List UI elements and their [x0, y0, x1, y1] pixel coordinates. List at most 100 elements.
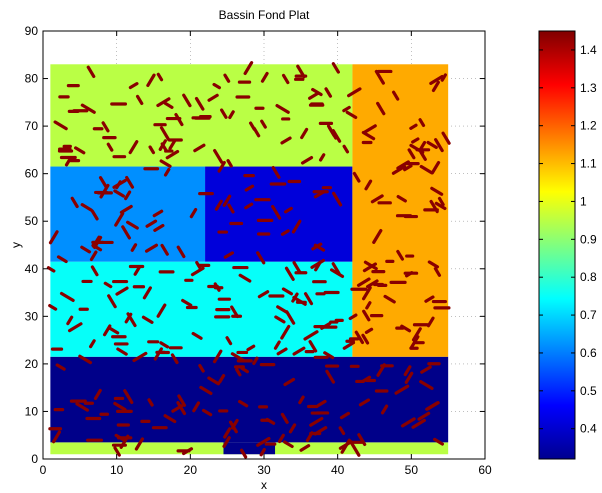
inclusion-mark — [347, 87, 362, 98]
inclusion-mark — [400, 417, 416, 428]
inclusion-mark — [281, 287, 294, 296]
colorbar-tick-label: 1 — [580, 194, 587, 208]
inclusion-mark — [308, 340, 318, 353]
chart-title: Bassin Fond Plat — [219, 8, 310, 22]
inclusion-mark — [324, 87, 333, 98]
inclusion-mark — [230, 352, 246, 363]
inclusion-mark — [126, 220, 139, 230]
inclusion-mark — [311, 87, 323, 97]
inclusion-mark — [383, 294, 396, 304]
y-axis-ticks: 0 10 20 30 40 50 60 70 80 90 — [25, 24, 485, 466]
inclusion-mark — [55, 363, 66, 371]
inclusion-mark — [103, 281, 113, 289]
inclusion-mark — [276, 347, 288, 356]
inclusion-mark — [331, 129, 342, 143]
inclusion-mark — [128, 140, 139, 155]
inclusion-mark — [320, 321, 332, 330]
inclusion-mark — [107, 326, 120, 335]
inclusion-mark — [153, 223, 165, 232]
colorbar-tick-label: 0.7 — [580, 308, 597, 322]
inclusion-mark — [280, 412, 289, 424]
inclusion-mark — [331, 62, 340, 74]
inclusion-mark — [352, 171, 361, 183]
inclusion-mark — [176, 245, 186, 259]
inclusion-mark — [291, 219, 302, 234]
inclusion-mark — [391, 164, 407, 175]
inclusion-mark — [212, 349, 223, 364]
inclusion-mark — [133, 265, 142, 276]
inclusion-mark — [199, 385, 213, 396]
inclusion-mark — [419, 164, 434, 175]
inclusion-mark — [248, 121, 256, 131]
inclusion-mark — [223, 427, 232, 439]
inclusion-mark — [48, 230, 59, 245]
inclusion-mark — [342, 144, 350, 154]
inclusion-mark — [394, 384, 410, 395]
inclusion-mark — [273, 340, 281, 350]
inclusion-mark — [396, 249, 405, 261]
inclusion-mark — [207, 376, 220, 386]
inclusion-mark — [427, 260, 440, 269]
inclusion-mark — [174, 113, 184, 127]
inclusion-mark — [314, 260, 322, 272]
inclusion-mark — [125, 175, 135, 189]
inclusion-mark — [163, 167, 171, 177]
colorbar-tick-label: 1.3 — [580, 81, 597, 95]
inclusion-mark — [113, 401, 127, 412]
x-axis-ticks: 0 10 20 30 40 50 60 — [40, 31, 492, 477]
inclusion-mark — [331, 262, 341, 276]
inclusion-mark — [276, 305, 288, 314]
colorbar-tick-label: 0.8 — [580, 270, 597, 284]
colorbar-tick-label: 1.2 — [580, 119, 597, 133]
inclusion-mark — [177, 394, 187, 407]
inclusion-mark — [365, 279, 379, 289]
x-tick-label: 10 — [110, 463, 124, 477]
inclusion-mark — [420, 365, 432, 374]
inclusion-mark — [176, 401, 187, 416]
inclusion-mark — [354, 330, 365, 345]
x-tick-label: 30 — [257, 463, 271, 477]
inclusion-mark — [119, 434, 130, 449]
inclusion-mark — [260, 71, 269, 83]
inclusion-mark — [80, 103, 96, 114]
colorbar-tick-label: 0.5 — [580, 384, 597, 398]
inclusion-mark — [228, 110, 235, 120]
inclusion-mark — [148, 145, 156, 155]
inclusion-mark — [362, 309, 371, 322]
inclusion-mark — [146, 73, 156, 87]
inclusion-mark — [145, 219, 158, 228]
inclusion-mark — [156, 72, 164, 82]
y-tick-label: 50 — [25, 214, 39, 228]
x-tick-label: 40 — [331, 463, 345, 477]
inclusion-mark — [156, 303, 167, 318]
inclusion-mark — [362, 124, 377, 134]
colorbar — [538, 30, 576, 460]
inclusion-mark — [376, 101, 386, 116]
inclusion-mark — [305, 431, 314, 443]
inclusion-mark — [396, 195, 407, 203]
colorbar-tick-label: 0.6 — [580, 346, 597, 360]
inclusion-mark — [70, 196, 79, 209]
inclusion-mark — [419, 380, 434, 391]
inclusion-mark — [134, 437, 145, 451]
inclusion-mark — [114, 433, 126, 442]
inclusion-mark — [80, 245, 92, 254]
inclusion-mark — [404, 271, 414, 278]
colorbar-tick-label: 0.9 — [580, 232, 597, 246]
inclusion-mark — [238, 273, 252, 283]
inclusion-mark — [121, 225, 131, 240]
inclusion-mark — [426, 140, 438, 149]
inclusion-mark — [168, 139, 177, 151]
inclusion-mark — [56, 255, 68, 264]
inclusion-mark — [240, 366, 249, 374]
inclusion-mark — [159, 126, 171, 141]
inclusion-mark — [132, 351, 148, 363]
inclusion-mark — [252, 356, 259, 366]
inclusion-mark — [86, 65, 96, 78]
inclusion-mark — [424, 295, 435, 303]
inclusion-mark — [163, 414, 177, 424]
inclusion-mark — [123, 389, 134, 405]
inclusion-mark — [271, 204, 282, 220]
inclusion-mark — [280, 229, 290, 236]
inclusion-mark — [376, 363, 386, 377]
